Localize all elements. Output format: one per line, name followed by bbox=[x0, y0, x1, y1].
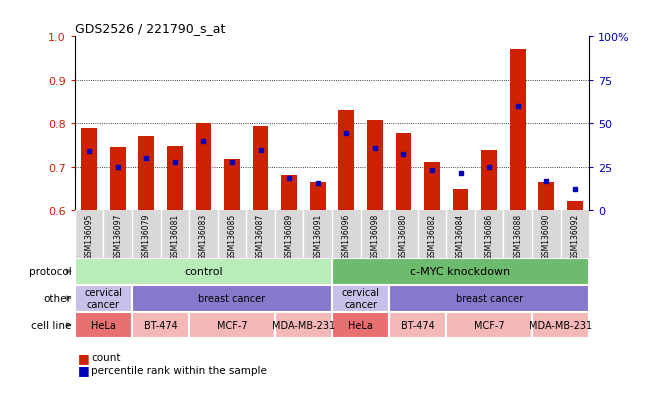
Bar bbox=[447, 312, 532, 339]
Text: MCF-7: MCF-7 bbox=[217, 320, 247, 330]
Bar bbox=[132, 285, 332, 312]
Text: GSM136095: GSM136095 bbox=[85, 213, 94, 259]
Bar bbox=[332, 285, 389, 312]
Text: GSM136080: GSM136080 bbox=[399, 213, 408, 259]
Bar bbox=[396, 133, 411, 211]
Text: GSM136090: GSM136090 bbox=[542, 213, 551, 259]
Bar bbox=[132, 312, 189, 339]
Text: GSM136091: GSM136091 bbox=[313, 213, 322, 259]
Text: breast cancer: breast cancer bbox=[456, 293, 523, 304]
Bar bbox=[567, 201, 583, 211]
Bar bbox=[110, 148, 126, 211]
Text: GSM136079: GSM136079 bbox=[142, 213, 151, 259]
Bar bbox=[367, 121, 383, 211]
Bar bbox=[75, 312, 132, 339]
Bar bbox=[339, 111, 354, 211]
Bar bbox=[275, 312, 332, 339]
Text: GSM136084: GSM136084 bbox=[456, 213, 465, 259]
Bar bbox=[424, 163, 440, 211]
Text: GSM136082: GSM136082 bbox=[428, 213, 437, 259]
Text: HeLa: HeLa bbox=[348, 320, 373, 330]
Text: control: control bbox=[184, 266, 223, 277]
Bar bbox=[75, 285, 132, 312]
Bar bbox=[253, 127, 268, 211]
Bar bbox=[452, 190, 469, 211]
Text: GSM136083: GSM136083 bbox=[199, 213, 208, 259]
Bar bbox=[538, 183, 554, 211]
Text: MDA-MB-231: MDA-MB-231 bbox=[272, 320, 335, 330]
Text: count: count bbox=[91, 352, 120, 362]
Text: GSM136085: GSM136085 bbox=[227, 213, 236, 259]
Bar bbox=[81, 128, 97, 211]
Bar bbox=[481, 151, 497, 211]
Bar bbox=[75, 258, 332, 285]
Text: other: other bbox=[44, 293, 72, 304]
Text: GSM136086: GSM136086 bbox=[484, 213, 493, 259]
Text: GSM136088: GSM136088 bbox=[513, 213, 522, 259]
Bar bbox=[189, 312, 275, 339]
Text: GSM136089: GSM136089 bbox=[284, 213, 294, 259]
Text: GSM136092: GSM136092 bbox=[570, 213, 579, 259]
Text: cell line: cell line bbox=[31, 320, 72, 330]
Text: cervical
cancer: cervical cancer bbox=[342, 287, 380, 309]
Text: GSM136087: GSM136087 bbox=[256, 213, 265, 259]
Bar bbox=[510, 50, 525, 211]
Text: GSM136098: GSM136098 bbox=[370, 213, 380, 259]
Text: protocol: protocol bbox=[29, 266, 72, 277]
Bar bbox=[389, 312, 447, 339]
Text: BT-474: BT-474 bbox=[401, 320, 435, 330]
Text: c-MYC knockdown: c-MYC knockdown bbox=[411, 266, 510, 277]
Text: percentile rank within the sample: percentile rank within the sample bbox=[91, 365, 267, 375]
Bar bbox=[139, 137, 154, 211]
Bar bbox=[532, 312, 589, 339]
Text: MCF-7: MCF-7 bbox=[474, 320, 505, 330]
Bar bbox=[195, 124, 212, 211]
Bar bbox=[224, 159, 240, 211]
Text: GSM136096: GSM136096 bbox=[342, 213, 351, 259]
Bar bbox=[167, 147, 183, 211]
Text: ■: ■ bbox=[78, 351, 90, 364]
Bar bbox=[389, 285, 589, 312]
Bar bbox=[332, 258, 589, 285]
Text: BT-474: BT-474 bbox=[144, 320, 178, 330]
Bar bbox=[281, 176, 297, 211]
Text: cervical
cancer: cervical cancer bbox=[85, 287, 122, 309]
Bar bbox=[332, 312, 389, 339]
Text: GSM136097: GSM136097 bbox=[113, 213, 122, 259]
Bar bbox=[310, 183, 326, 211]
Text: HeLa: HeLa bbox=[91, 320, 116, 330]
Text: GDS2526 / 221790_s_at: GDS2526 / 221790_s_at bbox=[75, 21, 225, 35]
Text: breast cancer: breast cancer bbox=[199, 293, 266, 304]
Text: GSM136081: GSM136081 bbox=[171, 213, 180, 259]
Text: MDA-MB-231: MDA-MB-231 bbox=[529, 320, 592, 330]
Text: ■: ■ bbox=[78, 363, 90, 376]
